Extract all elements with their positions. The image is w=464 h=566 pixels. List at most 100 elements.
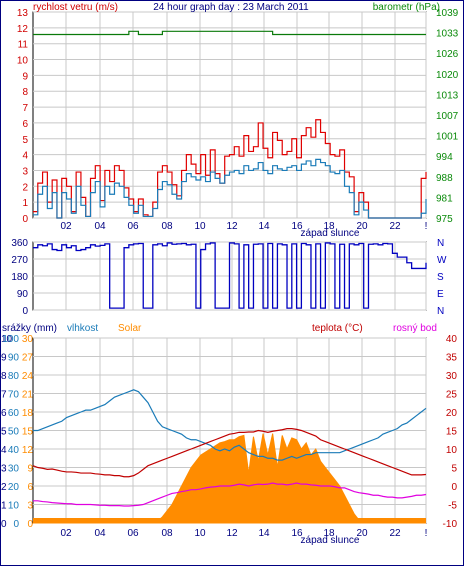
panel-2-right-tick-3: E <box>437 289 444 300</box>
panel-3-humidity-tick-7: 70 <box>8 390 20 401</box>
panel-1-right-label: barometr (hPa) <box>373 2 440 13</box>
panel-3-humidity-tick-6: 60 <box>8 408 20 419</box>
panel-3-rain-tick-0: 0 <box>1 519 7 530</box>
panel-3-right-tick-15: 15 <box>446 427 458 438</box>
panel-3-rain-tick-8: 8 <box>1 371 7 382</box>
panel-1-x-tick-0: 02 <box>60 221 72 232</box>
panel-3-solar-tick-9: 27 <box>22 353 34 364</box>
panel-1-left-tick-9: 9 <box>22 71 28 82</box>
panel-3-solar-tick-5: 15 <box>22 427 34 438</box>
panel-1-left-tick-5: 5 <box>22 135 28 146</box>
panel-1-x-tick-6: 14 <box>258 221 270 232</box>
panel-3-x-tick-11: ! <box>425 528 428 539</box>
panel-1-right-tick-1013: 1013 <box>436 90 459 101</box>
direction-series-line <box>33 242 427 309</box>
panel-3-humidity-tick-8: 80 <box>8 371 20 382</box>
panel-3-x-tick-4: 10 <box>194 528 206 539</box>
panel-3-rain-tick-5: 5 <box>1 427 7 438</box>
panel-3-right-tick-30: 30 <box>446 371 458 382</box>
panel-2-right-tick-1: W <box>437 255 447 266</box>
panel-1-left-tick-11: 11 <box>18 40 29 51</box>
panel-3-right-tick-10: 10 <box>446 445 458 456</box>
panel-1-right-tick-994: 994 <box>436 152 453 163</box>
panel-1-x-tick-3: 08 <box>161 221 173 232</box>
panel-1-left-tick-7: 7 <box>22 103 28 114</box>
panel-3-humidity-tick-4: 40 <box>8 445 20 456</box>
solar-baseline-strip <box>33 518 426 523</box>
panel-2-right-tick-4: N <box>437 306 444 317</box>
panel-1-right-tick-1001: 1001 <box>436 132 459 143</box>
panel-3-temperature-label: teplota (°C) <box>312 323 363 334</box>
panel-3-solar-tick-6: 18 <box>22 408 34 419</box>
panel-3-right-tick-35: 35 <box>446 353 458 364</box>
panel-1-x-tick-10: 22 <box>389 221 401 232</box>
panel-2-left-tick-270: 270 <box>11 255 28 266</box>
panel-2-right-tick-2: S <box>437 272 444 283</box>
panel-3-x-tick-2: 06 <box>127 528 139 539</box>
panel-3-right-tick-25: 25 <box>446 390 458 401</box>
panel-3-rain-tick-10: 10 <box>1 334 13 345</box>
panel-1-right-tick-1026: 1026 <box>436 49 459 60</box>
panel-3-solar-tick-10: 30 <box>22 334 34 345</box>
panel-3-x-tick-5: 12 <box>226 528 238 539</box>
panel-1-x-tick-11: ! <box>425 221 428 232</box>
panel-3-rain-tick-1: 1 <box>1 501 7 512</box>
panel-1-right-tick-975: 975 <box>436 214 453 225</box>
panel-1-left-tick-6: 6 <box>22 119 28 130</box>
panel-1-right-tick-981: 981 <box>436 193 453 204</box>
panel-1-x-tick-4: 10 <box>194 221 206 232</box>
panel-1-right-tick-1033: 1033 <box>436 29 459 40</box>
panel-3-solar-tick-0: 0 <box>27 519 33 530</box>
panel-3-solar-tick-8: 24 <box>22 371 34 382</box>
panel-1-left-tick-2: 2 <box>22 182 28 193</box>
panel-3-solar-label: Solar <box>118 323 142 334</box>
panel-3-x-note: západ slunce <box>301 535 360 546</box>
panel-3-humidity-tick-9: 90 <box>8 353 20 364</box>
panel-3-x-tick-9: 20 <box>356 528 368 539</box>
panel-3-x-tick-1: 04 <box>94 528 106 539</box>
dew-series-line <box>33 482 427 507</box>
panel-3-right-tick-0: 0 <box>451 482 457 493</box>
panel-3-rain-tick-3: 3 <box>1 464 7 475</box>
panel-2-left-tick-0: 0 <box>22 306 28 317</box>
panel-3-rain-tick-2: 2 <box>1 482 7 493</box>
panel-1-x-tick-8: 18 <box>323 221 335 232</box>
panel-3-rain-tick-9: 9 <box>1 353 7 364</box>
panel-1-left-tick-8: 8 <box>22 87 28 98</box>
panel-3-right-tick-20: 20 <box>446 408 458 419</box>
panel-2-left-tick-360: 360 <box>11 238 28 249</box>
panel-3-solar-tick-2: 6 <box>27 482 33 493</box>
panel-1-x-tick-9: 20 <box>356 221 368 232</box>
panel-3-humidity-tick-2: 20 <box>8 482 20 493</box>
panel-3-x-tick-7: 16 <box>291 528 303 539</box>
panel-1-x-tick-2: 06 <box>127 221 139 232</box>
panel-3-rain-label: srážky (mm) <box>2 323 57 334</box>
panel-2-left-tick-90: 90 <box>17 289 29 300</box>
panel-3-humidity-label: vlhkost <box>67 323 98 334</box>
panel-3-dew-label: rosný bod <box>393 323 437 334</box>
panel-3-rain-tick-6: 6 <box>1 408 7 419</box>
panel-1-left-tick-3: 3 <box>22 166 28 177</box>
panel-1-left-tick-13: 13 <box>17 8 29 19</box>
panel-3-x-tick-10: 22 <box>389 528 401 539</box>
panel-3-humidity-tick-5: 50 <box>8 427 20 438</box>
panel-3-solar-tick-4: 12 <box>22 445 34 456</box>
panel-3-solar-tick-1: 3 <box>27 501 33 512</box>
humidity-series-line <box>33 389 427 461</box>
panel-3-humidity-tick-0: 0 <box>13 519 19 530</box>
panel-3-right-tick-5: 5 <box>451 464 457 475</box>
panel-1-x-note: západ slunce <box>301 228 360 239</box>
panel-1-right-tick-988: 988 <box>436 173 453 184</box>
panel-3-rain-tick-7: 7 <box>1 390 7 401</box>
panel-3-humidity-tick-1: 10 <box>8 501 20 512</box>
panel-1-left-tick-0: 0 <box>22 214 28 225</box>
panel-2-right-tick-0: N <box>437 238 444 249</box>
panel-3-right-tick--10: -10 <box>443 519 458 530</box>
panel-3-solar-tick-7: 21 <box>22 390 34 401</box>
panel-1-x-tick-7: 16 <box>291 221 303 232</box>
pressure-series-line <box>33 30 426 36</box>
panel-1-right-tick-1020: 1020 <box>436 70 459 81</box>
panel-3-humidity-tick-10: 100 <box>2 334 19 345</box>
panel-2-left-tick-180: 180 <box>11 272 28 283</box>
